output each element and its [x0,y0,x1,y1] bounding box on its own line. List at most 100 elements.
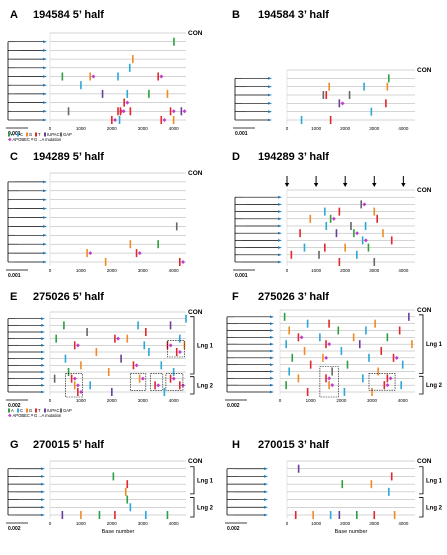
hotspot-arrow-head [313,183,319,187]
apobec-diamond [171,376,176,381]
mutation-mark [358,340,361,349]
mutation-mark [169,374,172,383]
tree-tip-marker [278,239,282,242]
mutation-mark [107,368,110,376]
lineage-bracket [419,497,424,518]
mutation-mark [104,258,107,266]
mutation-mark [137,321,139,330]
tree-tip-marker [41,467,45,471]
mutation-mark [319,333,321,342]
tree-tip-marker [270,383,274,387]
mutation-mark [365,326,367,335]
x-tick-label: 1000 [311,126,322,131]
mutation-mark [335,229,338,238]
mutation-mark [135,249,138,258]
tree-tip-marker [41,490,45,494]
mutation-mark [370,480,373,489]
mutation-mark [285,340,287,349]
tree-tip-marker [41,350,45,354]
apobec-diamond [140,376,145,381]
tree-tip-marker [41,377,45,380]
tree-tip-marker [268,77,272,80]
mutation-mark [408,312,410,321]
tree-tip-marker [41,498,45,501]
apobec-diamond [75,343,80,348]
mutation-mark [128,63,131,72]
x-tick-label: 3000 [369,521,380,526]
mutation-mark [325,340,327,349]
lineage-label: Lng 2 [197,383,214,389]
mutation-mark [329,214,332,223]
panel-letter: A [10,9,18,21]
panel-b: B 194584 3’ half CON 0 1000 2000 3000 4000 0.001 [232,9,432,137]
mutation-mark [117,107,119,116]
legend-note-apobec: APOBEC [13,137,30,142]
apobec-diamond [125,100,130,105]
x-tick-label: 2000 [107,268,118,273]
legend-item-label: T [38,132,41,137]
scale-bar-label: 0.002 [8,403,21,409]
hypermutation-box [319,366,339,398]
mutation-mark [411,340,413,349]
tree-tip-marker [43,75,47,78]
mutation-mark [118,116,121,124]
apobec-diamond [134,363,139,368]
mutation-mark [376,214,378,223]
tree-tip-marker [43,234,47,237]
mutation-mark [377,367,379,376]
mutation-mark [89,72,91,81]
apobec-diamond [362,202,367,207]
tree-tip-marker [43,242,47,246]
apobec-diamond [340,101,345,106]
mutation-mark [132,361,135,370]
mutation-mark [370,107,373,116]
scale-bar-label: 0.001 [235,273,248,279]
mutation-mark [388,74,390,83]
panel-title: 194584 5’ half [33,9,104,21]
hypermutation-box [167,340,185,358]
mutation-mark [143,341,146,350]
mutation-mark [179,258,181,266]
x-tick-label: 2000 [340,126,351,131]
legend-swatch [60,132,62,137]
mutation-mark [318,250,320,259]
tree-tip-marker [43,207,47,210]
panel-letter: F [232,291,239,303]
mutation-mark [145,328,147,336]
mutation-mark [145,511,147,519]
legend-apobec-diamond [8,413,12,418]
mutation-mark [338,99,341,108]
x-tick-label: 3000 [138,521,149,526]
mutation-mark [299,229,301,238]
tree-tip-marker [278,203,282,206]
apobec-diamond [171,109,176,114]
x-tick-label: 4000 [169,398,180,403]
panel-letter: C [10,151,18,163]
panel-title: 194289 5’ half [33,151,104,163]
mutation-mark [160,116,163,124]
legend-swatch [17,132,19,137]
tree-tip-marker [43,57,47,61]
x-tick-label: 2000 [107,521,118,526]
mutation-mark [350,222,352,230]
legend-item-label: G [29,408,32,413]
mutation-mark [95,348,98,356]
apobec-diamond [116,336,121,341]
mutation-mark [343,388,346,396]
panel-letter: D [232,151,240,163]
mutation-mark [89,381,91,390]
apobec-diamond [363,238,368,243]
legend-swatch [44,408,46,413]
tree-tip-marker [41,337,45,340]
panel-title: 194584 3’ half [258,9,329,21]
mutation-mark [309,360,312,369]
x-tick-label: 1000 [306,398,317,403]
lineage-bracket [419,375,424,395]
mutation-mark [86,328,88,336]
mutation-mark [303,243,306,252]
tree-tip-marker [41,390,45,394]
tree-tip-marker [41,344,45,347]
mutation-mark [126,495,129,504]
x-tick-label: 3000 [138,268,149,273]
mutation-mark [132,55,134,64]
